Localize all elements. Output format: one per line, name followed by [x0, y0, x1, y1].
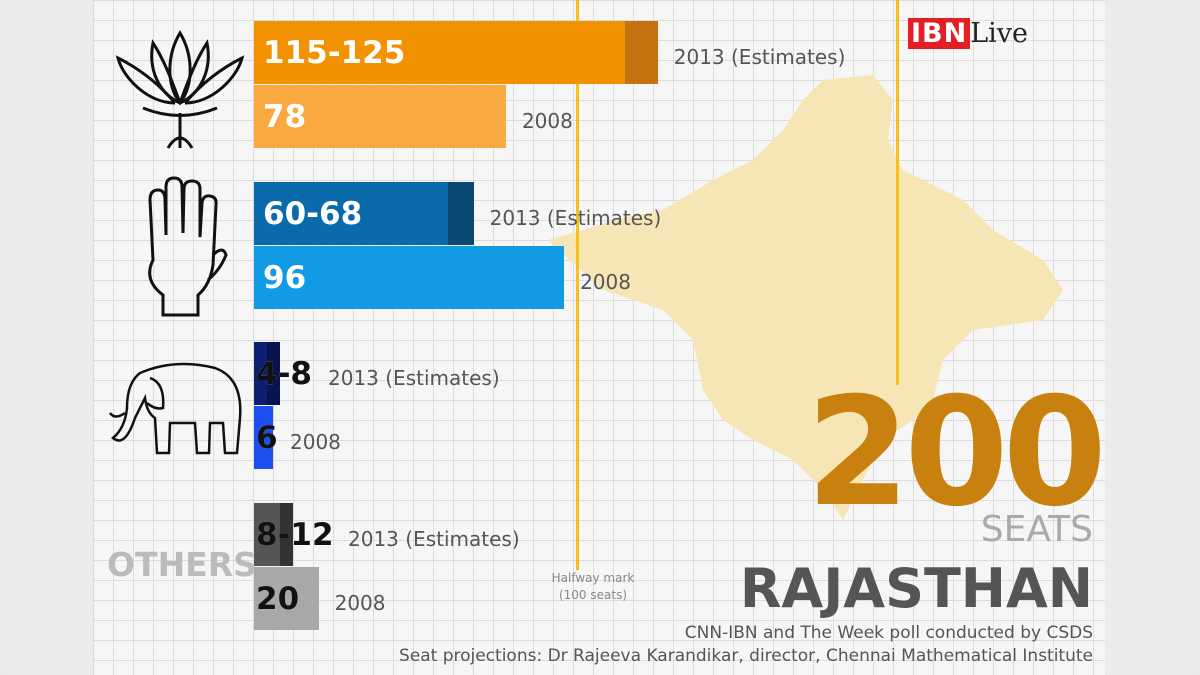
bar-2008-party-2: 96	[254, 246, 565, 309]
halfway-label: Halfway mark	[551, 571, 635, 585]
bar-2013-party-3-range-segment	[266, 342, 280, 405]
credit-projections: Seat projections: Dr Rajeeva Karandikar,…	[398, 646, 1093, 666]
bar-2013-party-1-low-segment	[254, 21, 626, 84]
bar-2013-party-4-year-label: 2013 (Estimates)	[348, 526, 520, 551]
bar-2013-party-4-value: 8-12	[256, 516, 334, 553]
bar-2013-party-3-low-segment	[254, 342, 267, 405]
state-title: RAJASTHAN	[739, 557, 1093, 620]
halfway-sub: (100 seats)	[558, 588, 628, 602]
bar-2013-party-3-value: 4-8	[256, 355, 313, 392]
bar-2008-party-4-year-label: 2008	[334, 590, 386, 615]
lotus-icon	[115, 30, 245, 149]
bar-2008-party-2-low-segment	[254, 246, 565, 309]
total-seats-number: 200	[805, 366, 1105, 540]
total-seats-line	[896, 0, 899, 385]
bar-2013-party-1: 115-125	[254, 21, 658, 84]
credit-poll: CNN-IBN and The Week poll conducted by C…	[684, 623, 1093, 643]
blurred-right-edge	[1105, 0, 1200, 675]
bar-2008-party-4-value: 20	[256, 580, 300, 617]
bar-2013-party-2-range-segment	[447, 182, 474, 245]
bar-2013-party-4: 8-12	[254, 503, 334, 566]
bar-2008-party-3-year-label: 2008	[290, 429, 341, 454]
others-label: OTHERS	[107, 545, 257, 584]
bar-2013-party-2-low-segment	[254, 182, 448, 245]
ibn-live-logo: IBN Live	[908, 18, 1028, 49]
blurred-left-edge	[0, 0, 93, 675]
bar-2008-party-1: 78	[254, 85, 506, 148]
bar-2008-party-4-low-segment	[254, 567, 319, 630]
seats-label: SEATS	[980, 509, 1093, 550]
bar-2013-party-3: 4-8	[254, 342, 312, 405]
bar-2008-party-2-year-label: 2008	[580, 269, 631, 294]
bar-2013-party-1-value: 115-125	[263, 34, 406, 71]
infographic: Halfway mark (100 seats) IBN Live 200 SEA…	[93, 0, 1105, 675]
halfway-line	[576, 0, 579, 570]
bar-2013-party-4-range-segment	[279, 503, 293, 566]
bar-2008-party-2-value: 96	[263, 259, 307, 296]
rajasthan-map	[548, 75, 1063, 520]
bar-2008-party-1-low-segment	[254, 85, 506, 148]
elephant-icon	[108, 362, 242, 455]
bar-2013-party-1-range-segment	[625, 21, 658, 84]
bar-2008-party-3-value: 6	[256, 419, 278, 456]
bar-2013-party-2-value: 60-68	[263, 195, 363, 232]
bar-2013-party-1-year-label: 2013 (Estimates)	[673, 44, 846, 69]
bar-2008-party-1-value: 78	[263, 98, 307, 135]
bar-2013-party-4-low-segment	[254, 503, 280, 566]
bar-2008-party-1-year-label: 2008	[521, 108, 573, 133]
bar-2008-party-4: 20	[254, 567, 319, 630]
bar-2008-party-3-low-segment	[254, 406, 274, 469]
hand-icon	[148, 176, 228, 317]
bar-2013-party-2-year-label: 2013 (Estimates)	[489, 205, 662, 230]
bar-2013-party-3-year-label: 2013 (Estimates)	[328, 365, 500, 390]
bar-2013-party-2: 60-68	[254, 182, 474, 245]
bar-2008-party-3: 6	[254, 406, 278, 469]
